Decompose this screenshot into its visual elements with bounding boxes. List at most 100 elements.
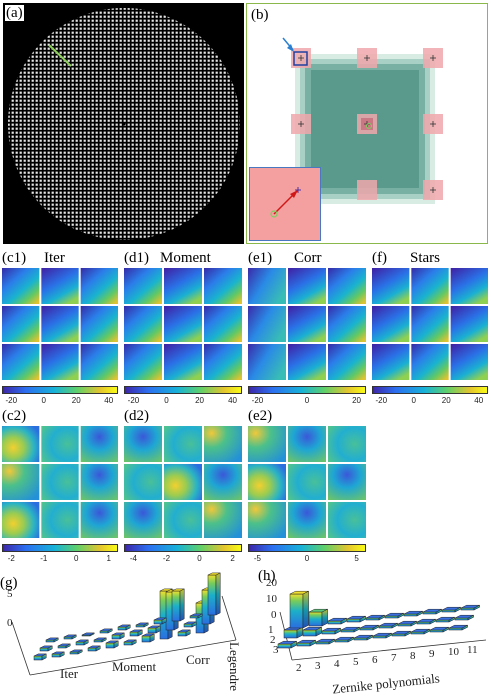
g-bar — [189, 613, 203, 619]
g-axis — [29, 639, 237, 676]
h-xtick: 2 — [296, 662, 302, 674]
colorbar-tick-e2: -5 — [253, 554, 261, 563]
phase-grid-moment — [124, 268, 242, 380]
g-ytick-5: 5 — [7, 588, 13, 600]
h-xtick: 6 — [372, 654, 378, 666]
colorbar-tick-e1: 20 — [352, 396, 361, 405]
phase-grid-stars — [372, 268, 488, 380]
h-ztick-20: 20 — [266, 577, 277, 589]
colorbar-d1 — [124, 386, 242, 394]
panel-e1-title: Corr — [294, 250, 322, 266]
colorbar-tick-f: 0 — [411, 396, 416, 405]
phase-map-tile — [41, 464, 79, 500]
h-ztick-10: 10 — [266, 593, 277, 605]
h-bar — [384, 612, 404, 619]
g-bar — [147, 625, 161, 634]
panel-c1-title: Iter — [44, 250, 65, 266]
colorbar-tick-c2: 0 — [74, 554, 79, 563]
phase-map-tile — [164, 306, 202, 342]
h-bar — [454, 614, 474, 621]
h-xtick: 3 — [315, 660, 321, 672]
h-xtick: 9 — [429, 648, 435, 660]
panel-f-title: Stars — [410, 250, 440, 266]
phase-map-tile — [41, 426, 79, 462]
h-bar — [441, 606, 461, 613]
phase-map-tile — [164, 344, 202, 380]
phase-map-tile — [80, 268, 118, 304]
phase-map-tile — [411, 306, 449, 342]
g-bar — [171, 588, 185, 622]
g-bar — [129, 629, 143, 637]
phase-map-tile — [41, 306, 79, 342]
g-bar — [57, 643, 71, 649]
phase-map-tile — [41, 268, 79, 304]
h-bar — [346, 615, 366, 623]
panel-a: (a) — [3, 3, 244, 244]
phase-map-tile — [248, 464, 286, 500]
phase-map-tile — [328, 502, 366, 538]
h-ytick-2: 2 — [270, 634, 276, 646]
g-bar — [81, 632, 95, 637]
h-xtick: 5 — [353, 656, 359, 668]
phase-map-tile — [124, 426, 162, 462]
phase-map-tile — [2, 306, 40, 342]
colorbar-f — [372, 386, 488, 394]
panel-d1-title: Moment — [160, 250, 211, 266]
h-bar — [391, 630, 411, 637]
phase-grid-iter — [2, 268, 118, 380]
h-bar — [448, 624, 468, 631]
h-bar — [403, 610, 423, 617]
g-xgroup-corr: Corr — [186, 652, 210, 667]
phase-map-tile — [372, 344, 410, 380]
g-bar — [51, 651, 65, 658]
colorbar-tick-d2: 0 — [197, 554, 202, 563]
phase-map-tile — [328, 464, 366, 500]
g-axis-label-legendre: Legendre — [227, 642, 242, 692]
inset-zoom — [249, 167, 321, 241]
g-bar — [207, 572, 221, 616]
g-bar — [111, 632, 125, 640]
colorbar-tick-f: 40 — [474, 396, 484, 405]
g-bar — [141, 633, 155, 643]
phase-map-tile — [2, 344, 40, 380]
colorbar-tick-c1: 0 — [41, 396, 46, 405]
panel-f-label: (f) — [372, 250, 387, 266]
colorbar-tick-c2: -2 — [7, 554, 15, 563]
h-bar — [327, 617, 347, 625]
phase-map-tile — [248, 306, 286, 342]
phase-map-tile — [80, 306, 118, 342]
g-bar — [69, 649, 83, 655]
phase-map-tile — [2, 426, 40, 462]
h-xtick: 7 — [391, 652, 397, 664]
colorbar-tick-c1: -20 — [5, 396, 18, 405]
phase-map-tile — [288, 502, 326, 538]
residual-grid-moment — [124, 426, 242, 538]
phase-grid-corr — [248, 268, 366, 380]
h-xtick: 8 — [410, 650, 416, 662]
phase-map-tile — [2, 502, 40, 538]
phase-map-tile — [124, 306, 162, 342]
h-bar — [353, 634, 373, 641]
panel-d1-label: (d1) — [124, 250, 149, 266]
h-bar — [283, 626, 303, 639]
phase-map-tile — [80, 464, 118, 500]
h-bar — [308, 608, 328, 627]
phase-map-tile — [80, 426, 118, 462]
spot-zoom-image — [282, 37, 443, 204]
phase-map-tile — [204, 426, 242, 462]
phase-map-tile — [450, 268, 488, 304]
h-bar — [321, 627, 341, 635]
g-xgroup-iter: Iter — [60, 666, 79, 681]
colorbar-d2 — [124, 544, 242, 552]
h-bar — [397, 620, 417, 627]
inset-vector — [270, 187, 301, 218]
phase-map-tile — [248, 502, 286, 538]
colorbar-tick-c1: 20 — [71, 396, 81, 405]
g-bar — [33, 653, 47, 661]
phase-map-tile — [411, 344, 449, 380]
g-bar — [123, 639, 137, 646]
g-bar — [99, 628, 113, 634]
colorbar-tick-d1: 40 — [228, 396, 237, 405]
phase-map-tile — [2, 464, 40, 500]
